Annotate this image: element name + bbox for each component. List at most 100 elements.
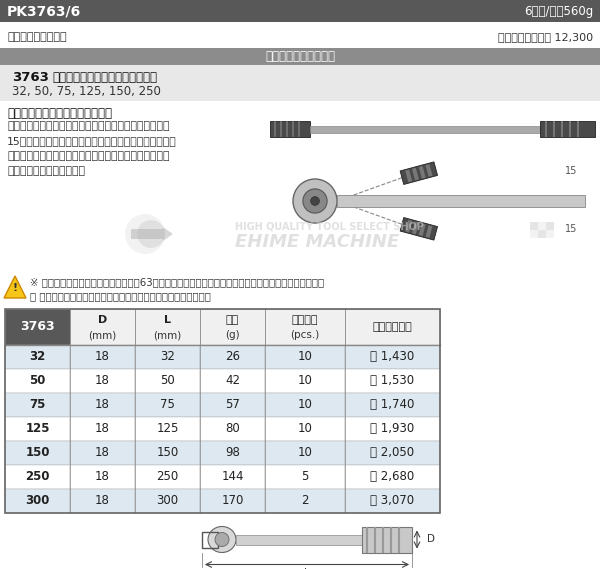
- Bar: [200, 465, 265, 489]
- Bar: [419, 166, 426, 179]
- Text: 10: 10: [298, 398, 313, 411]
- Text: 98: 98: [225, 447, 240, 460]
- Bar: [530, 222, 538, 230]
- Text: 125: 125: [157, 423, 179, 435]
- Bar: [5, 441, 70, 465]
- Bar: [265, 489, 345, 513]
- Bar: [135, 393, 200, 417]
- Text: 重量: 重量: [226, 315, 239, 325]
- Text: 32, 50, 75, 125, 150, 250: 32, 50, 75, 125, 150, 250: [12, 85, 161, 97]
- Text: (g): (g): [225, 330, 240, 340]
- Bar: [5, 309, 70, 345]
- Bar: [345, 369, 440, 393]
- Text: 250: 250: [25, 471, 50, 484]
- Text: 32: 32: [29, 351, 46, 364]
- Text: オフセットエクステンションバー: オフセットエクステンションバー: [52, 71, 157, 84]
- Bar: [70, 417, 135, 441]
- Text: 15: 15: [565, 224, 577, 234]
- Bar: [135, 345, 200, 369]
- Bar: [70, 393, 135, 417]
- Text: 75: 75: [29, 398, 46, 411]
- Text: 300: 300: [157, 494, 179, 508]
- Text: (mm): (mm): [154, 330, 182, 340]
- Bar: [70, 441, 135, 465]
- Circle shape: [137, 220, 165, 248]
- Text: ･ 1,530: ･ 1,530: [370, 374, 415, 387]
- Bar: [345, 465, 440, 489]
- Ellipse shape: [208, 526, 236, 552]
- Bar: [5, 417, 70, 441]
- Bar: [70, 489, 135, 513]
- Text: ･ 2,050: ･ 2,050: [370, 447, 415, 460]
- Bar: [135, 465, 200, 489]
- Bar: [135, 489, 200, 513]
- Text: 300: 300: [25, 494, 50, 508]
- Circle shape: [311, 197, 319, 205]
- Text: 18: 18: [95, 351, 110, 364]
- Bar: [200, 309, 265, 345]
- Text: (mm): (mm): [88, 330, 116, 340]
- Text: 10: 10: [298, 447, 313, 460]
- Bar: [5, 345, 70, 369]
- Bar: [345, 417, 440, 441]
- Text: ･ 3,070: ･ 3,070: [370, 494, 415, 508]
- Bar: [345, 393, 440, 417]
- Text: (pcs.): (pcs.): [290, 330, 320, 340]
- Text: めば従来のエクステンションバーと同じ直線的な動きを: めば従来のエクステンションバーと同じ直線的な動きを: [7, 151, 170, 161]
- Bar: [540, 121, 595, 137]
- Text: PK3763/6: PK3763/6: [7, 4, 81, 18]
- Bar: [345, 309, 440, 345]
- Text: 10: 10: [298, 423, 313, 435]
- Bar: [202, 531, 218, 547]
- Bar: [412, 168, 419, 180]
- Text: 10: 10: [298, 351, 313, 364]
- Text: 170: 170: [221, 494, 244, 508]
- Text: 26: 26: [225, 351, 240, 364]
- Bar: [200, 393, 265, 417]
- Text: 18: 18: [95, 471, 110, 484]
- Bar: [200, 441, 265, 465]
- Bar: [425, 164, 433, 177]
- Bar: [200, 417, 265, 441]
- Text: 18: 18: [95, 494, 110, 508]
- Bar: [5, 309, 440, 513]
- Text: EHIME MACHINE: EHIME MACHINE: [235, 233, 399, 251]
- Bar: [405, 220, 412, 232]
- Text: エクステンションバー: エクステンションバー: [265, 50, 335, 63]
- Bar: [546, 230, 554, 238]
- Bar: [265, 309, 345, 345]
- Text: オフセットエクステンションバー: オフセットエクステンションバー: [7, 106, 112, 119]
- Bar: [0, 48, 600, 65]
- Polygon shape: [4, 276, 26, 298]
- Text: 18: 18: [95, 398, 110, 411]
- Bar: [5, 489, 70, 513]
- Text: 250: 250: [157, 471, 179, 484]
- Circle shape: [303, 189, 327, 213]
- Bar: [400, 217, 437, 240]
- Bar: [405, 170, 412, 182]
- Bar: [265, 369, 345, 393]
- Text: 耗荷重性が低くなっております。安全に正しくお使い下さい。: 耗荷重性が低くなっております。安全に正しくお使い下さい。: [30, 291, 211, 301]
- Bar: [70, 465, 135, 489]
- Text: L: L: [304, 567, 310, 569]
- Text: 75: 75: [160, 398, 175, 411]
- Bar: [345, 345, 440, 369]
- Text: 150: 150: [157, 447, 179, 460]
- Circle shape: [125, 214, 165, 254]
- Bar: [265, 393, 345, 417]
- Text: 50: 50: [160, 374, 175, 387]
- Text: L: L: [164, 315, 171, 325]
- Text: 希望小売価格: 希望小売価格: [373, 322, 412, 332]
- Bar: [265, 417, 345, 441]
- Text: 18: 18: [95, 447, 110, 460]
- Bar: [310, 126, 540, 133]
- Bar: [270, 121, 310, 137]
- Text: 18: 18: [95, 374, 110, 387]
- Text: 希望小売価格　･ 12,300: 希望小売価格 ･ 12,300: [498, 32, 593, 42]
- Bar: [200, 345, 265, 369]
- Text: !: !: [13, 283, 17, 293]
- Text: 5: 5: [301, 471, 308, 484]
- Bar: [412, 221, 419, 234]
- Text: 50: 50: [29, 374, 46, 387]
- Text: ･ 2,680: ･ 2,680: [370, 471, 415, 484]
